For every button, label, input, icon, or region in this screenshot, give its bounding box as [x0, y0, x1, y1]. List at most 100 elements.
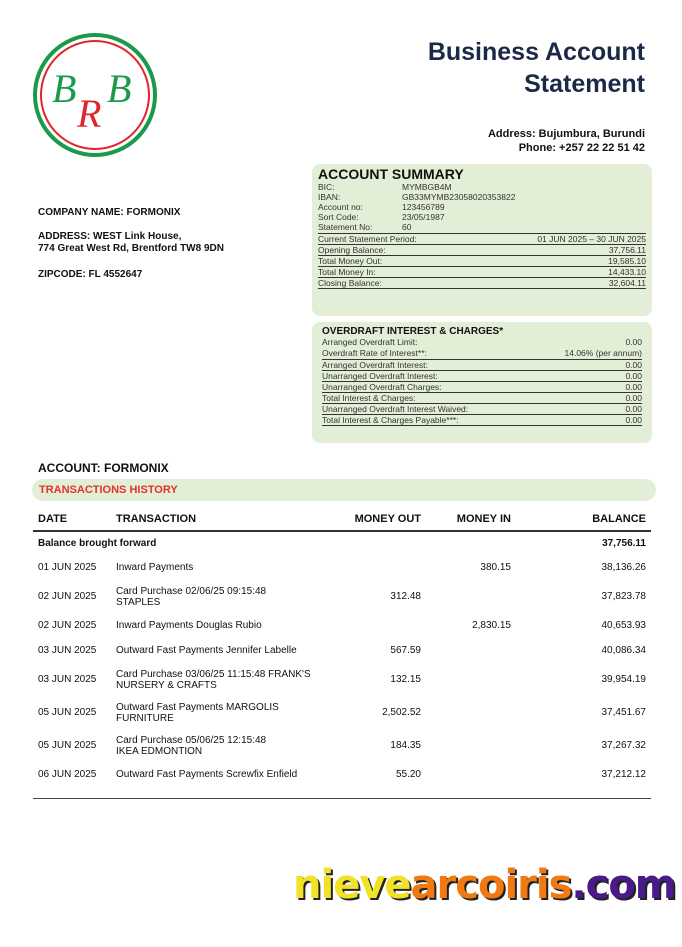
transaction-line-1: Outward Fast Payments Screwfix Enfield	[116, 769, 298, 780]
overdraft-title: OVERDRAFT INTEREST & CHARGES*	[322, 326, 504, 337]
account-label: ACCOUNT: FORMONIX	[38, 461, 169, 475]
table-row: 02 JUN 2025 Card Purchase 02/06/25 09:15:…	[33, 580, 651, 613]
balance-cell: 37,212.12	[601, 769, 647, 780]
date-cell: 02 JUN 2025	[38, 591, 97, 602]
table-header: DATE TRANSACTION MONEY OUT MONEY IN BALA…	[33, 507, 651, 532]
money-out-cell	[326, 613, 426, 638]
row-value: 0.00	[625, 393, 642, 403]
header-date: DATE	[33, 507, 111, 532]
money-out-cell: 2,502.52	[382, 707, 421, 718]
balance-cell: 40,086.34	[601, 645, 647, 656]
header-transaction: TRANSACTION	[111, 507, 326, 532]
transaction-cell: Card Purchase 03/06/25 11:15:48 FRANK'S N…	[111, 663, 326, 696]
money-in-cell	[426, 663, 516, 696]
address-line-2: 774 Great West Rd, Brentford TW8 9DN	[38, 243, 224, 254]
overdraft-row: Total Interest & Charges: 0.00	[322, 393, 642, 404]
summary-row: Current Statement Period: 01 JUN 2025 – 3…	[318, 233, 646, 245]
money-out-cell: 312.48	[390, 591, 421, 602]
summary-row: Total Money Out: 19,585.10	[318, 256, 646, 267]
transaction-line-1: Outward Fast Payments Jennifer Labelle	[116, 645, 297, 656]
transaction-line-2: NURSERY & CRAFTS	[116, 679, 217, 691]
row-label: Overdraft Rate of Interest**:	[322, 348, 427, 358]
bank-phone: Phone: +257 22 22 51 42	[518, 142, 645, 154]
row-label: Arranged Overdraft Limit:	[322, 337, 418, 347]
header-balance: BALANCE	[516, 507, 651, 532]
bank-address: Address: Bujumbura, Burundi	[487, 128, 645, 140]
row-value: 01 JUN 2025 – 30 JUN 2025	[537, 234, 646, 244]
transaction-line-1: Inward Payments	[116, 562, 194, 573]
transaction-cell: Outward Fast Payments Jennifer Labelle	[111, 638, 326, 663]
row-value: 14.06% (per annum)	[564, 348, 643, 358]
date-cell: 06 JUN 2025	[38, 769, 97, 780]
table-row: 03 JUN 2025 Card Purchase 03/06/25 11:15:…	[33, 663, 651, 696]
detail-value: 123456789	[402, 202, 445, 212]
header-money-in: MONEY IN	[426, 507, 516, 532]
row-value: 0.00	[625, 337, 642, 347]
money-in-cell	[426, 638, 516, 663]
detail-value: GB33MYMB23058020353822	[402, 192, 516, 202]
balance-cell: 37,823.78	[601, 591, 647, 602]
balance-brought-forward-row: Balance brought forward 37,756.11	[33, 531, 651, 555]
row-value: 0.00	[625, 404, 642, 414]
row-value: 32,604.11	[608, 278, 646, 288]
money-in-cell	[426, 580, 516, 613]
row-label: Closing Balance:	[318, 278, 382, 288]
row-value: 14,433.10	[608, 267, 646, 277]
address-line-1: ADDRESS: WEST Link House,	[38, 231, 182, 242]
row-label: Total Money In:	[318, 267, 376, 277]
row-label: Total Interest & Charges Payable***:	[322, 415, 459, 425]
summary-row: Opening Balance: 37,756.11	[318, 245, 646, 256]
row-value: 0.00	[625, 382, 642, 392]
row-label: Unarranged Overdraft Charges:	[322, 382, 442, 392]
watermark: nievearcoiris.com	[293, 862, 676, 908]
bf-label: Balance brought forward	[38, 538, 157, 549]
transaction-line-1: Outward Fast Payments MARGOLIS	[116, 701, 279, 713]
table-row: 05 JUN 2025 Outward Fast Payments MARGOLI…	[33, 696, 651, 729]
overdraft-row: Unarranged Overdraft Interest: 0.00	[322, 371, 642, 382]
table-row: 06 JUN 2025 Outward Fast Payments Screwfi…	[33, 762, 651, 787]
bank-contact: Address: Bujumbura, Burundi Phone: +257 …	[488, 127, 645, 155]
company-name: COMPANY NAME: FORMONIX	[38, 207, 181, 218]
table-bottom-divider	[33, 798, 651, 799]
row-value: 0.00	[625, 360, 642, 370]
title-line-1: Business Account	[427, 38, 645, 66]
row-label: Total Interest & Charges:	[322, 393, 416, 403]
transaction-line-1: Card Purchase 02/06/25 09:15:48	[116, 585, 267, 597]
transaction-line-2: IKEA EDMONTION	[116, 745, 203, 757]
transactions-table: DATE TRANSACTION MONEY OUT MONEY IN BALA…	[33, 507, 651, 787]
overdraft-row: Unarranged Overdraft Charges: 0.00	[322, 382, 642, 393]
summary-detail-row: Sort Code: 23/05/1987	[318, 212, 646, 222]
money-out-cell: 132.15	[390, 674, 421, 685]
balance-cell: 39,954.19	[601, 674, 647, 685]
overdraft-row: Arranged Overdraft Interest: 0.00	[322, 359, 642, 371]
transaction-line-1: Card Purchase 03/06/25 11:15:48 FRANK'S	[116, 668, 311, 680]
summary-row: Closing Balance: 32,604.11	[318, 278, 646, 289]
money-out-cell: 567.59	[390, 645, 421, 656]
row-label: Current Statement Period:	[318, 234, 417, 244]
money-out-cell: 184.35	[390, 740, 421, 751]
svg-text:B: B	[52, 66, 76, 111]
transaction-cell: Outward Fast Payments Screwfix Enfield	[111, 762, 326, 787]
detail-label: Statement No:	[318, 222, 373, 232]
transaction-line-2: FURNITURE	[116, 712, 174, 724]
money-in-cell	[426, 762, 516, 787]
balance-cell: 37,267.32	[601, 740, 647, 751]
svg-text:R: R	[76, 91, 101, 136]
detail-value: MYMBGB4M	[402, 182, 452, 192]
date-cell: 02 JUN 2025	[38, 620, 97, 631]
date-cell: 05 JUN 2025	[38, 707, 97, 718]
date-cell: 03 JUN 2025	[38, 674, 97, 685]
table-row: 05 JUN 2025 Card Purchase 05/06/25 12:15:…	[33, 729, 651, 762]
overdraft-row: Arranged Overdraft Limit: 0.00	[322, 337, 642, 348]
row-label: Unarranged Overdraft Interest Waived:	[322, 404, 469, 414]
row-value: 37,756.11	[608, 245, 646, 255]
summary-row: Total Money In: 14,433.10	[318, 267, 646, 278]
brb-logo: B B R	[33, 33, 157, 157]
summary-detail-row: BIC: MYMBGB4M	[318, 182, 646, 192]
svg-text:B: B	[107, 66, 131, 111]
transaction-line-2: STAPLES	[116, 596, 161, 608]
detail-value: 60	[402, 222, 412, 232]
transaction-line-1: Card Purchase 05/06/25 12:15:48	[116, 734, 267, 746]
table-row: 01 JUN 2025 Inward Payments 380.15 38,136.2…	[33, 555, 651, 580]
title-line-2: Statement	[524, 70, 645, 98]
